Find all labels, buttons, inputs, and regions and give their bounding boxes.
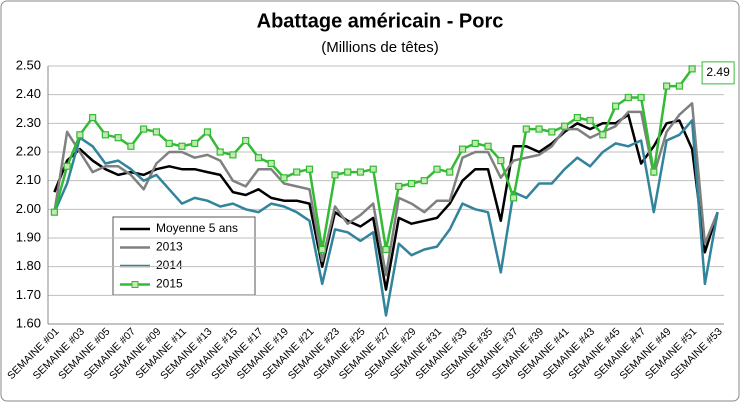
point-marker: [650, 168, 658, 176]
point-marker: [548, 128, 556, 136]
annotation-box: [701, 61, 735, 85]
point-marker: [497, 157, 505, 165]
point-marker: [101, 131, 109, 139]
y-tick-label: 2.20: [16, 143, 41, 158]
y-tick-label: 2.30: [16, 115, 41, 130]
legend-label: 2014: [156, 258, 183, 272]
point-marker: [331, 171, 339, 179]
point-marker: [446, 168, 454, 176]
point-marker: [76, 131, 84, 139]
point-marker: [203, 128, 212, 136]
point-marker: [140, 125, 148, 133]
point-marker: [420, 177, 428, 185]
point-marker: [229, 151, 237, 159]
legend-label: 2015: [156, 277, 183, 291]
legend-marker: [131, 281, 139, 288]
y-tick-label: 2.00: [16, 201, 41, 216]
point-marker: [318, 245, 326, 254]
point-marker: [586, 116, 594, 125]
y-tick-label: 1.80: [16, 258, 41, 273]
point-marker: [305, 165, 314, 173]
point-marker: [535, 125, 543, 133]
point-marker: [624, 93, 632, 102]
point-marker: [484, 142, 492, 150]
point-marker: [458, 145, 467, 153]
point-marker: [344, 168, 352, 176]
series-line: [53, 119, 719, 317]
point-marker: [382, 245, 390, 254]
point-marker: [152, 128, 161, 136]
point-marker: [280, 174, 288, 182]
point-marker: [356, 168, 365, 176]
point-marker: [254, 154, 263, 162]
point-marker: [63, 162, 71, 170]
point-marker: [178, 142, 186, 150]
annotation-label: 2.49: [706, 65, 730, 79]
point-marker: [675, 82, 683, 90]
point-marker: [395, 182, 403, 190]
point-marker: [127, 142, 135, 150]
point-marker: [522, 125, 530, 133]
y-tick-label: 1.60: [16, 315, 41, 330]
point-marker: [165, 139, 173, 147]
point-marker: [50, 208, 58, 216]
chart-title: Abattage américain - Porc: [257, 10, 504, 32]
point-marker: [191, 139, 199, 147]
point-marker: [573, 113, 581, 122]
y-tick-label: 2.50: [16, 57, 41, 72]
point-marker: [433, 165, 441, 173]
point-marker: [637, 93, 645, 102]
y-tick-label: 1.90: [16, 229, 41, 244]
legend-label: 2013: [156, 240, 183, 254]
legend: Moyenne 5 ans 2013 2014 2015: [112, 216, 256, 296]
point-marker: [369, 165, 377, 173]
point-marker: [688, 65, 696, 73]
point-marker: [267, 159, 275, 168]
y-tick-label: 2.10: [16, 172, 41, 187]
legend-label: Moyenne 5 ans: [156, 221, 238, 235]
point-marker: [114, 134, 122, 142]
series-line: [53, 102, 719, 277]
point-marker: [663, 82, 671, 90]
y-tick-label: 1.70: [16, 287, 41, 302]
point-marker: [216, 148, 224, 156]
point-marker: [242, 136, 250, 145]
point-marker: [407, 179, 416, 188]
point-marker: [509, 194, 518, 202]
point-marker: [293, 168, 301, 176]
y-tick-label: 2.40: [16, 86, 41, 101]
point-marker: [611, 102, 620, 110]
point-marker: [560, 122, 569, 130]
chart-subtitle: (Millions de têtes): [321, 39, 439, 56]
point-marker: [471, 139, 479, 147]
point-marker: [599, 131, 607, 139]
point-marker: [89, 113, 97, 122]
